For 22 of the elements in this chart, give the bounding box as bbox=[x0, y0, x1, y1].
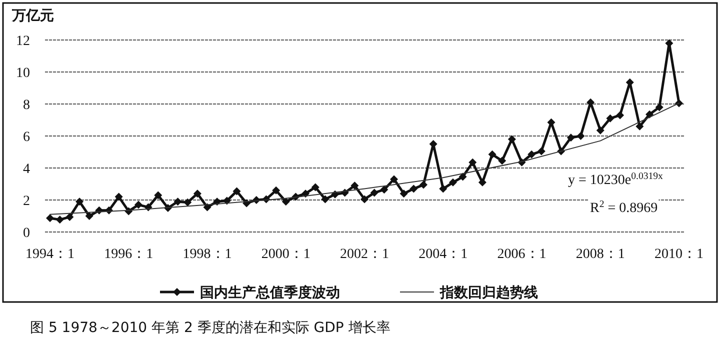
x-tick-label: 1994：1 bbox=[26, 247, 74, 262]
annotation: y = 10230e$^{0.0319x}$ bbox=[568, 170, 664, 188]
annotation: R$^{2}$ = 0.8969 bbox=[590, 198, 658, 216]
x-tick-label: 1998：1 bbox=[182, 247, 232, 262]
caption: 图 5 1978～2010 年第 2 季度的潜在和实际 GDP 增长率 bbox=[30, 320, 390, 336]
x-tick-label: 2008：1 bbox=[576, 247, 625, 262]
y-tick-label: 6 bbox=[23, 130, 30, 145]
y-axis-title: 万亿元 bbox=[11, 8, 54, 24]
x-tick-label: 2006：1 bbox=[497, 247, 546, 262]
x-tick-label: 2004：1 bbox=[418, 247, 468, 262]
legend-label: 指数回归趋势线 bbox=[439, 285, 538, 301]
y-tick-label: 4 bbox=[23, 162, 30, 177]
y-tick-label: 8 bbox=[23, 98, 30, 113]
y-tick-label: 12 bbox=[16, 34, 30, 49]
x-tick-label: 2002：1 bbox=[340, 247, 389, 262]
y-tick-label: 0 bbox=[23, 226, 30, 241]
x-tick-label: 2000：1 bbox=[261, 247, 310, 262]
x-tick-label: 2010：1 bbox=[654, 247, 704, 262]
y-tick-label: 2 bbox=[23, 194, 30, 209]
legend-label: 国内生产总值季度波动 bbox=[200, 284, 340, 301]
x-tick-label: 1996：1 bbox=[104, 247, 154, 262]
y-tick-label: 10 bbox=[16, 66, 30, 81]
